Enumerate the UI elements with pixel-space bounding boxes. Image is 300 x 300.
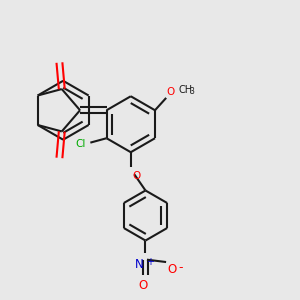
Text: O: O	[167, 87, 175, 97]
Text: O: O	[139, 279, 148, 292]
Text: N: N	[134, 258, 143, 271]
Text: -: -	[178, 261, 182, 274]
Text: CH: CH	[178, 85, 193, 95]
Text: O: O	[168, 262, 177, 276]
Text: 3: 3	[190, 87, 195, 96]
Text: O: O	[133, 171, 141, 181]
Text: +: +	[146, 257, 154, 267]
Text: Cl: Cl	[76, 139, 86, 149]
